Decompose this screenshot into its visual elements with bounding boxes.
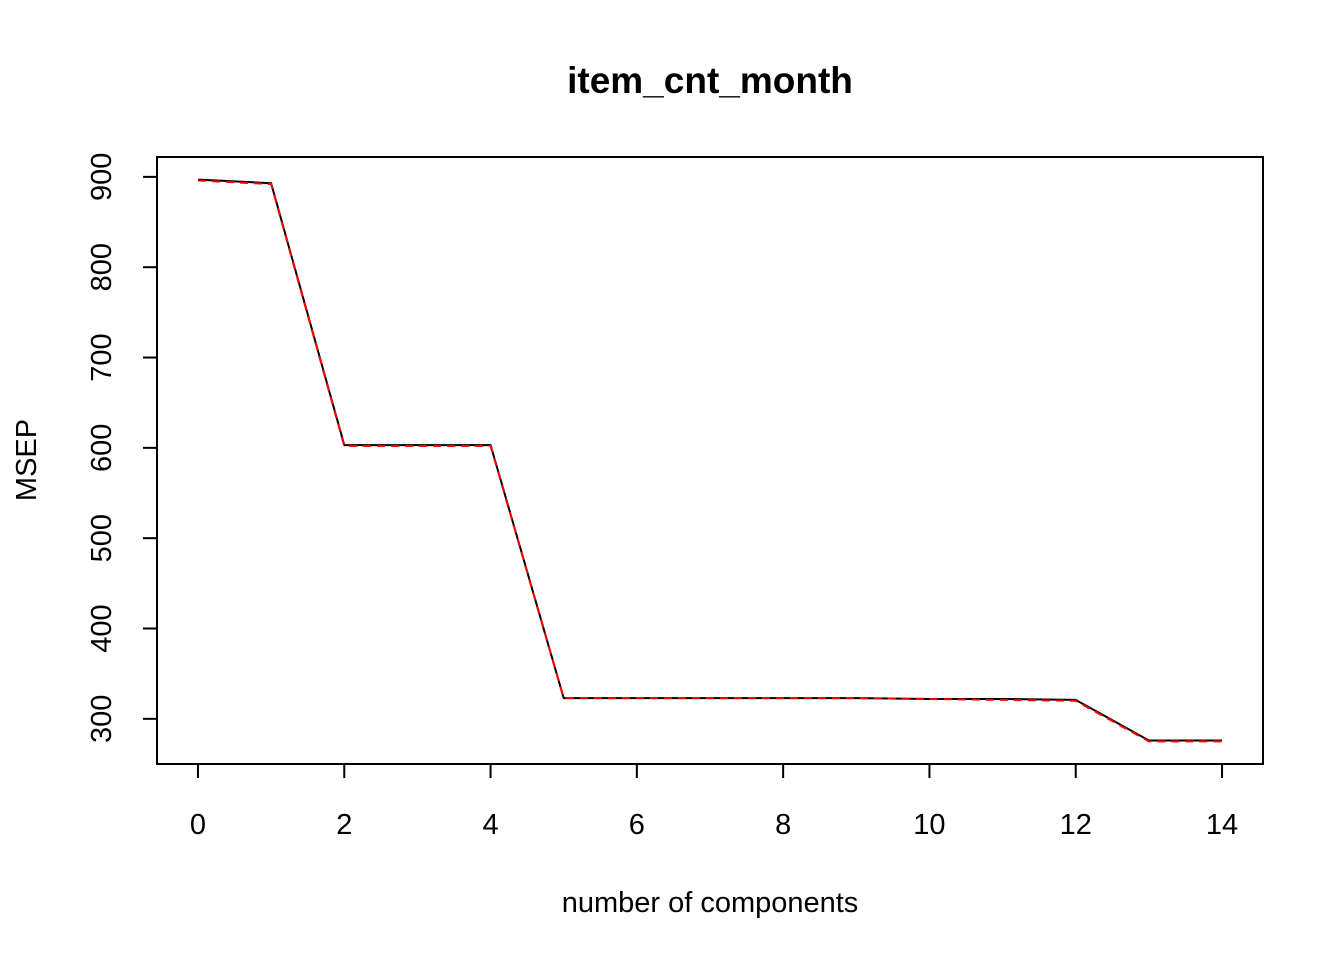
- y-tick-label: 400: [86, 604, 118, 652]
- y-axis: 300 400 500 600 700 800 900: [86, 153, 158, 743]
- plot-frame: [156, 156, 1264, 765]
- y-tick-label: 700: [86, 333, 118, 381]
- series-line-dashed: [197, 179, 1222, 743]
- y-tick-label: 500: [86, 514, 118, 562]
- chart-title: item_cnt_month: [567, 60, 853, 101]
- x-tick-label: 8: [775, 809, 791, 841]
- series-layer: [197, 178, 1222, 743]
- x-axis-label: number of components: [562, 887, 859, 919]
- x-tick-label: 14: [1206, 809, 1238, 841]
- y-tick-label: 600: [86, 424, 118, 472]
- x-tick-label: 0: [190, 809, 206, 841]
- y-tick-label: 300: [86, 695, 118, 743]
- series-line-solid: [197, 178, 1222, 742]
- y-axis-label: MSEP: [11, 419, 43, 501]
- x-tick-label: 4: [482, 809, 498, 841]
- x-tick-label: 2: [336, 809, 352, 841]
- x-tick-label: 6: [629, 809, 645, 841]
- x-axis: 0 2 4 6 8 10 12 14: [190, 763, 1238, 841]
- y-tick-label: 900: [86, 153, 118, 201]
- x-tick-label: 10: [913, 809, 945, 841]
- y-tick-label: 800: [86, 243, 118, 291]
- x-tick-label: 12: [1060, 809, 1092, 841]
